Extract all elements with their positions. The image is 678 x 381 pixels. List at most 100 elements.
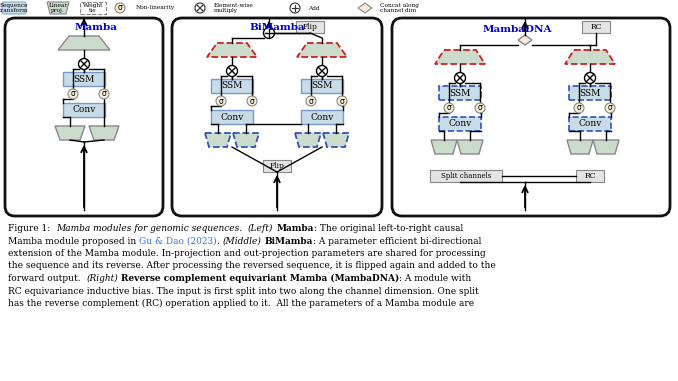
Polygon shape [567,140,593,154]
Text: Conv: Conv [448,120,472,128]
Bar [582,21,610,33]
Circle shape [68,89,78,99]
Text: RC: RC [584,172,596,180]
Text: Add: Add [308,5,319,11]
Polygon shape [593,140,619,154]
Text: forward output.: forward output. [8,274,86,283]
Text: σ: σ [308,96,313,106]
Text: MambaDNA: MambaDNA [482,26,552,35]
Polygon shape [431,140,457,154]
Text: Split channels: Split channels [441,172,491,180]
Bar [80,2,106,14]
Bar [439,117,481,131]
Circle shape [99,89,109,99]
Bar [263,160,291,172]
Text: σ: σ [607,104,612,112]
Text: BiMamba: BiMamba [264,237,313,245]
Text: (Middle): (Middle) [222,237,262,245]
Text: σ: σ [447,104,452,112]
Text: Conv: Conv [311,112,334,122]
Circle shape [79,59,89,69]
Polygon shape [55,126,85,140]
Text: Gu & Dao (2023): Gu & Dao (2023) [139,237,217,245]
Text: SSM: SSM [450,88,471,98]
Text: Conv: Conv [220,112,243,122]
Text: Mamba modules for genomic sequences.: Mamba modules for genomic sequences. [56,224,242,233]
Text: BiMamba: BiMamba [250,22,305,32]
Bar [63,72,105,86]
Polygon shape [205,133,231,147]
Text: SSM: SSM [311,82,333,91]
Text: σ: σ [102,90,106,99]
Text: Mamba: Mamba [75,22,117,32]
Text: σ: σ [250,96,254,106]
Text: Flip: Flip [270,162,285,170]
Polygon shape [233,133,259,147]
Text: Conv: Conv [73,106,96,115]
Circle shape [247,96,257,106]
Circle shape [584,72,595,83]
Polygon shape [58,36,110,50]
Text: Sequence
transform: Sequence transform [0,3,28,13]
Polygon shape [207,43,257,57]
Text: Linear
proj.: Linear proj. [48,3,68,13]
Text: has the reverse complement (RC) operation applied to it.  All the parameters of : has the reverse complement (RC) operatio… [8,299,474,308]
Text: (Right): (Right) [86,274,118,283]
Polygon shape [47,2,69,14]
Bar [63,103,105,117]
Circle shape [115,3,125,13]
Text: SSM: SSM [579,88,601,98]
Text: Mamba: Mamba [276,224,313,233]
Bar [430,170,502,182]
Circle shape [216,96,226,106]
Bar [296,21,324,33]
FancyBboxPatch shape [172,18,382,216]
Circle shape [195,3,205,13]
Text: Non-linearity: Non-linearity [136,5,175,11]
Text: SSM: SSM [73,75,95,83]
FancyBboxPatch shape [392,18,670,216]
Text: σ: σ [117,3,122,13]
Text: extension of the Mamba module. In-projection and out-projection parameters are s: extension of the Mamba module. In-projec… [8,249,485,258]
Text: RC: RC [591,23,602,31]
Text: the sequence and its reverse. After processing the reversed sequence, it is flip: the sequence and its reverse. After proc… [8,261,496,271]
Text: σ: σ [340,96,344,106]
Polygon shape [89,126,119,140]
Circle shape [290,3,300,13]
Polygon shape [565,50,615,64]
Text: : A parameter efficient bi-directional: : A parameter efficient bi-directional [313,237,481,245]
Polygon shape [435,50,485,64]
Circle shape [475,103,485,113]
Bar [576,170,604,182]
Polygon shape [323,133,349,147]
Circle shape [454,72,466,83]
Text: (Left): (Left) [248,224,273,233]
Text: : A module with: : A module with [399,274,471,283]
Bar [569,86,611,100]
Text: RC equivariance inductive bias. The input is first split into two along the chan: RC equivariance inductive bias. The inpu… [8,287,479,296]
Circle shape [605,103,615,113]
Text: Mamba module proposed in: Mamba module proposed in [8,237,139,245]
Polygon shape [518,35,532,45]
Text: Reverse complement equivariant Mamba (MambaDNA): Reverse complement equivariant Mamba (Ma… [121,274,399,283]
Bar [439,86,481,100]
FancyBboxPatch shape [5,18,163,216]
Circle shape [574,103,584,113]
Circle shape [226,66,237,77]
Text: : The original left-to-right causal: : The original left-to-right causal [313,224,463,233]
Polygon shape [457,140,483,154]
Polygon shape [358,3,372,13]
Bar [211,110,253,124]
Circle shape [317,66,327,77]
Text: Conv: Conv [578,120,601,128]
Bar [211,79,253,93]
Bar [301,79,343,93]
Text: Figure 1:: Figure 1: [8,224,56,233]
Text: σ: σ [477,104,482,112]
FancyBboxPatch shape [2,2,26,14]
Polygon shape [295,133,321,147]
Circle shape [444,103,454,113]
Bar [301,110,343,124]
Text: σ: σ [218,96,223,106]
Circle shape [264,27,275,38]
